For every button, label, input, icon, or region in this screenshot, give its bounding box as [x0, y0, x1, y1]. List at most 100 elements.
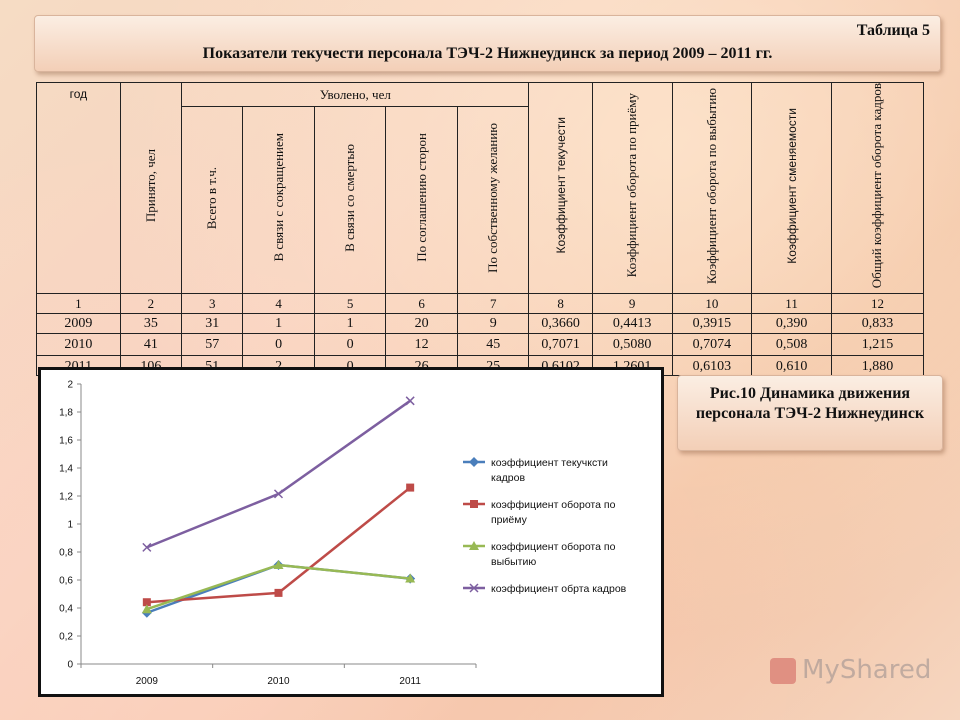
y-tick-label: 1 — [67, 520, 73, 531]
y-tick-label: 1,8 — [59, 408, 73, 419]
table-cell: 0,6103 — [671, 355, 753, 377]
table-cell: 0 — [313, 333, 387, 357]
y-tick-label: 0 — [67, 660, 73, 671]
table-cell: 0,7071 — [528, 333, 593, 357]
legend-label: коэффициент текучксти — [491, 457, 608, 469]
y-tick-label: 1,2 — [59, 492, 73, 503]
header-turnover: Коэффициент текучести — [528, 81, 593, 295]
header-reduction: В связи с сокращением — [242, 106, 315, 295]
index-cell: 6 — [385, 293, 458, 315]
index-cell: 1 — [36, 293, 121, 315]
figure-caption: Рис.10 Динамика движения персонала ТЭЧ-2… — [677, 375, 943, 451]
table-cell: 41 — [119, 333, 183, 357]
legend-label: коэффициент обрта кадров — [491, 583, 627, 595]
index-cell: 8 — [528, 293, 593, 315]
table-cell: 12 — [385, 333, 458, 357]
index-cell: 2 — [119, 293, 183, 315]
y-tick-label: 0,4 — [59, 604, 73, 615]
table-row: 2009 35 31 1 1 20 9 0,3660 0,4413 0,3915… — [36, 313, 925, 335]
table-cell: 0,508 — [751, 333, 832, 357]
data-point — [142, 598, 151, 607]
watermark-logo-icon — [770, 657, 796, 684]
header-hiring-rate: Коэффициент оборота по приёму — [591, 81, 673, 295]
table-cell: 2009 — [36, 313, 121, 335]
table-cell: 1 — [242, 313, 315, 335]
index-cell: 5 — [313, 293, 387, 315]
data-point — [405, 396, 415, 406]
header-death: В связи со смертью — [313, 106, 387, 295]
table-cell: 57 — [181, 333, 244, 357]
data-point — [142, 542, 152, 552]
index-cell: 9 — [591, 293, 673, 315]
table-cell: 0,5080 — [591, 333, 673, 357]
header-fired-total: Всего в т.ч. — [181, 106, 244, 295]
data-point — [141, 604, 152, 614]
y-tick-label: 0,2 — [59, 632, 73, 643]
data-point — [273, 489, 284, 499]
series-line — [146, 563, 411, 611]
table-cell: 1 — [313, 313, 387, 335]
index-cell: 7 — [456, 293, 530, 315]
index-cell: 4 — [242, 293, 315, 315]
legend-marker — [470, 500, 478, 508]
x-tick-label: 2010 — [267, 676, 290, 687]
data-point — [406, 483, 415, 492]
header-replacement: Коэффициент сменяемости — [751, 81, 832, 295]
table-cell: 0,7074 — [671, 333, 753, 357]
line-chart: 0 0,2 0,4 0,6 0,8 1 1,2 1,4 1,6 1,8 2 2009 2010 2011 к… — [59, 380, 627, 688]
y-tick-label: 0,8 — [59, 548, 73, 559]
table-cell: 9 — [456, 313, 530, 335]
header-fired-group: Уволено, чел — [181, 81, 530, 108]
table-cell: 2010 — [36, 333, 121, 357]
legend-label: коэффициент оборота по — [491, 499, 616, 511]
y-tick-label: 1,4 — [59, 464, 73, 475]
legend-marker — [469, 583, 479, 593]
table-cell: 0,3660 — [528, 313, 593, 335]
table-cell: 35 — [119, 313, 183, 335]
watermark-text: MyShared — [802, 655, 932, 685]
table-cell: 45 — [456, 333, 530, 357]
series-line — [146, 486, 411, 604]
table-cell: 0,4413 — [591, 313, 673, 335]
legend-label: коэффициент оборота по — [491, 541, 616, 553]
table-number: Таблица 5 — [856, 22, 930, 39]
index-cell: 12 — [830, 293, 925, 315]
table-cell: 31 — [181, 313, 244, 335]
table-cell: 20 — [385, 313, 458, 335]
table-cell: 0,610 — [751, 355, 832, 377]
data-point — [274, 588, 283, 597]
index-cell: 3 — [181, 293, 244, 315]
data-point — [405, 573, 416, 583]
indicators-table: год Принято, чел Уволено, чел Коэффициен… — [36, 81, 925, 377]
legend-label: выбытию — [491, 556, 536, 568]
table-cell: 0,3915 — [671, 313, 753, 335]
header-year: год — [36, 81, 121, 295]
legend-label: приёму — [491, 514, 528, 526]
series-line — [146, 399, 411, 549]
header-total-rate: Общий коэффициент оборота кадров — [830, 81, 925, 295]
legend-label: кадров — [491, 472, 525, 484]
x-tick-label: 2009 — [136, 676, 159, 687]
table-cell: 1,215 — [830, 333, 925, 357]
header-leaving-rate: Коэффициент оборота по выбытию — [671, 81, 753, 295]
y-tick-label: 2 — [67, 380, 73, 391]
data-point — [273, 559, 284, 569]
header-agreement: По соглашению сторон — [385, 106, 458, 295]
y-tick-label: 1,6 — [59, 436, 73, 447]
table-cell: 1,880 — [830, 355, 925, 377]
table-cell: 0,833 — [830, 313, 925, 335]
slide-title: Показатели текучести персонала ТЭЧ-2 Ниж… — [202, 45, 773, 62]
index-cell: 11 — [751, 293, 832, 315]
watermark: MyShared — [770, 655, 931, 685]
table-row: 2010 41 57 0 0 12 45 0,7071 0,5080 0,707… — [36, 333, 925, 357]
index-row: 1 2 3 4 5 6 7 8 9 10 11 12 — [36, 293, 925, 315]
index-cell: 10 — [671, 293, 753, 315]
title-box: Таблица 5 Показатели текучести персонала… — [34, 15, 941, 72]
table-cell: 0,390 — [751, 313, 832, 335]
y-tick-label: 0,6 — [59, 576, 73, 587]
legend-marker — [469, 457, 479, 467]
x-tick-label: 2011 — [399, 676, 421, 687]
table-cell: 0 — [242, 333, 315, 357]
header-own-will: По собственному желанию — [456, 106, 530, 295]
legend-marker — [469, 541, 479, 550]
